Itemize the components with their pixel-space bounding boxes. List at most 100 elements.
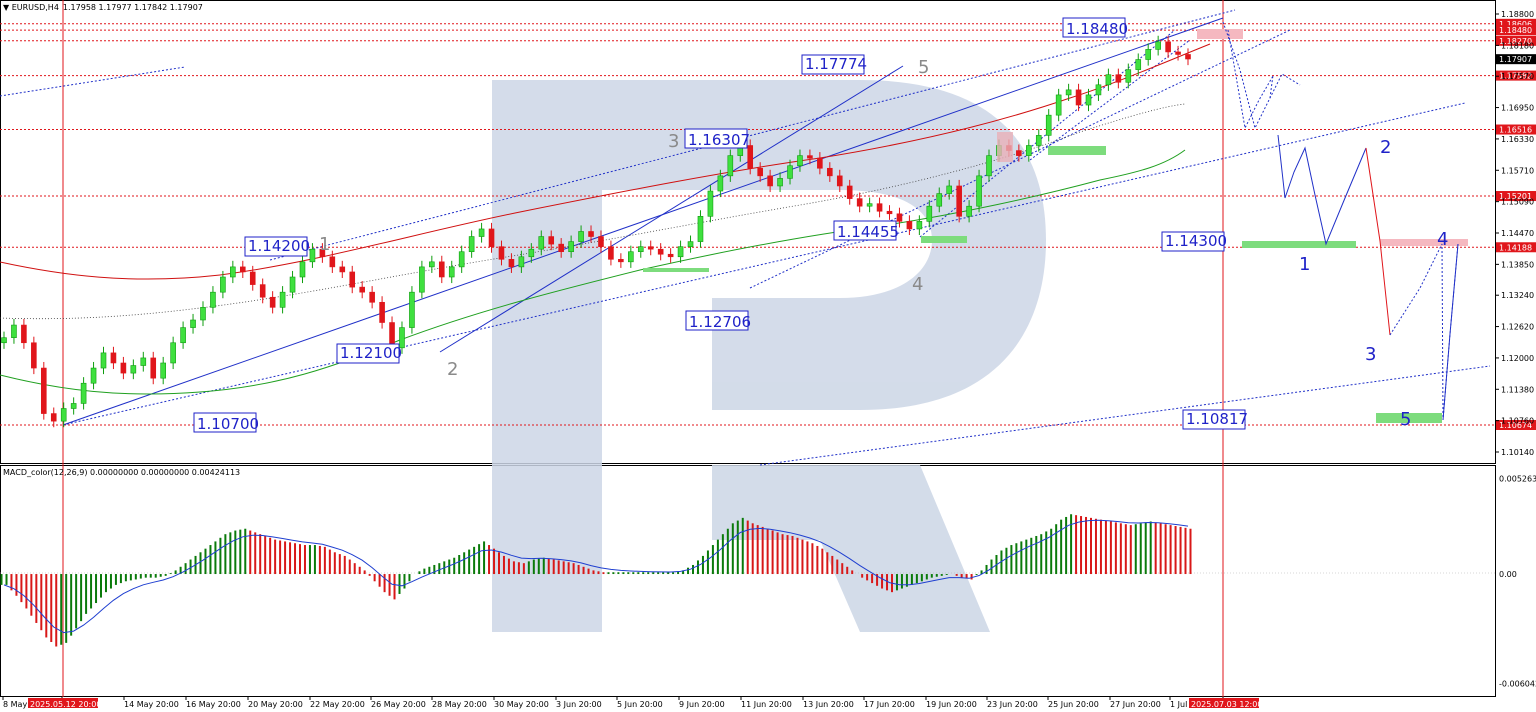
candle-body — [1, 337, 7, 344]
candle-body — [767, 175, 773, 187]
x-highlight — [1189, 698, 1259, 708]
candle-body — [309, 248, 316, 263]
candle-body — [269, 296, 276, 308]
candle-body — [946, 185, 953, 194]
candle-body — [180, 327, 186, 344]
y-tick-label: 1.10140 — [1501, 448, 1534, 457]
candle-body — [1065, 89, 1072, 96]
annotation-box — [336, 343, 400, 364]
annotation-box — [193, 412, 257, 433]
y-tick-label: 1.13240 — [1501, 291, 1534, 300]
candle-body — [717, 175, 724, 192]
macd-tick-label: 0.00 — [1499, 570, 1517, 579]
candle-body — [797, 155, 803, 167]
candle-body — [468, 236, 475, 253]
annotation-label: 1.14455 — [837, 223, 899, 241]
candle-body — [906, 221, 913, 230]
candle-body — [647, 246, 654, 250]
candles — [1, 35, 1191, 428]
candle-body — [1115, 74, 1122, 83]
candle-body — [936, 193, 943, 207]
candle-body — [1105, 74, 1112, 86]
candle-body — [1155, 41, 1161, 50]
y-tick-label: 1.16950 — [1501, 104, 1534, 113]
candle-body — [130, 365, 137, 374]
annotation-label: 1.17774 — [805, 55, 867, 73]
y-tick-label: 1.12000 — [1501, 354, 1534, 363]
level-tag — [1496, 124, 1536, 135]
candle-body — [140, 357, 147, 366]
y-tick-label: 1.12620 — [1501, 323, 1534, 332]
wave-gray-3: 3 — [668, 131, 679, 152]
wave-blue-3: 3 — [1365, 344, 1376, 365]
candle-body — [807, 155, 813, 159]
x-tick-label: 28 May 20:00 — [432, 700, 487, 709]
candle-body — [478, 228, 485, 237]
candle-body — [817, 157, 823, 169]
level-label: 1.17907 — [1499, 55, 1532, 64]
candle-body — [259, 284, 266, 298]
macd-axis: 0.0052637 0.00 -0.0060424 — [1499, 475, 1536, 689]
x-tick-label: 17 Jun 20:00 — [864, 700, 915, 709]
candle-body — [90, 367, 97, 384]
candle-body — [986, 155, 992, 177]
ma-red — [0, 43, 1211, 280]
candle-body — [608, 246, 614, 260]
candle-body — [886, 210, 893, 215]
level-tag — [1496, 191, 1536, 202]
candle-body — [528, 248, 535, 258]
candle-body — [866, 203, 873, 207]
candle-body — [846, 185, 853, 199]
candle-body — [1175, 51, 1181, 55]
candle-body — [976, 175, 982, 207]
candle-body — [339, 266, 346, 273]
candle-body — [419, 266, 425, 293]
candle-body — [289, 276, 296, 293]
candle-body — [578, 231, 584, 242]
candle-body — [31, 342, 37, 369]
annotation-box — [1161, 231, 1225, 252]
level-label: 1.16516 — [1499, 126, 1532, 135]
candle-body — [538, 236, 545, 250]
candle-body — [637, 246, 644, 253]
y-tick-label: 1.15710 — [1501, 166, 1534, 175]
candle-body — [588, 231, 594, 237]
macd-title: MACD_color(12,26,9) 0.00000000 0.0000000… — [3, 468, 240, 477]
x-tick-label: 25 Jun 20:00 — [1048, 700, 1099, 709]
annotation-box — [1062, 17, 1126, 38]
candle-body — [11, 324, 17, 338]
candle-body — [200, 307, 206, 321]
x-tick-label: 30 May 20:00 — [494, 700, 549, 709]
x-tick-label: 22 May 20:00 — [310, 700, 365, 709]
candle-body — [359, 286, 365, 293]
annotation-box — [801, 54, 865, 75]
candle-body — [667, 253, 674, 258]
candle-body — [727, 155, 734, 177]
ohlc-values: 1.17958 1.17977 1.17842 1.17907 — [63, 3, 203, 12]
candle-body — [518, 256, 525, 268]
candle-body — [220, 276, 226, 293]
macd-tick-label: -0.0060424 — [1499, 680, 1536, 689]
candle-body — [926, 205, 933, 222]
watermark-logo — [492, 80, 1046, 632]
candle-body — [687, 241, 694, 247]
x-tick-label: 14 May 20:00 — [124, 700, 179, 709]
wave-gray-4: 4 — [912, 274, 923, 295]
candle-body — [697, 216, 704, 242]
candle-body — [329, 256, 336, 268]
candle-body — [707, 190, 714, 217]
candle-body — [150, 357, 157, 379]
x-tick-label: 8 May 2 — [3, 700, 35, 709]
x-tick-label: 23 Jun 20:00 — [987, 700, 1038, 709]
candle-body — [230, 266, 236, 278]
candle-body — [598, 236, 604, 247]
x-tick-label: 11 Jun 20:00 — [741, 700, 792, 709]
annotation-label: 1.10700 — [197, 415, 259, 433]
candle-body — [349, 271, 356, 288]
candle-body — [498, 246, 505, 260]
x-tick-label: 3 Jun 20:00 — [556, 700, 602, 709]
annotation-box — [685, 310, 749, 331]
candle-body — [429, 261, 435, 268]
annotation-label: 1.16307 — [688, 131, 750, 149]
